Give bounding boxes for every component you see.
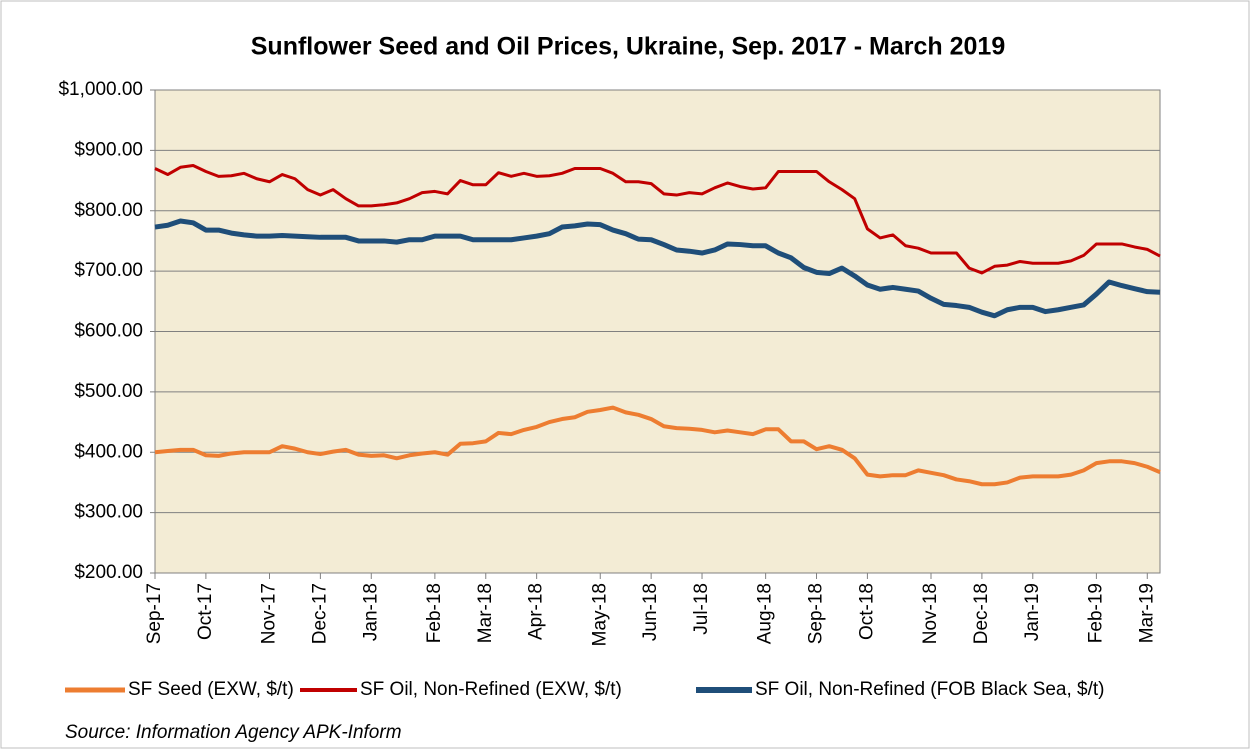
y-tick-label: $500.00 (74, 381, 143, 402)
x-tick-label: Apr-18 (526, 583, 547, 640)
series-line (154, 405, 1161, 487)
source-note: Source: Information Agency APK-Inform (65, 722, 402, 743)
y-tick-label: $1,000.00 (58, 79, 143, 100)
x-tick-label: Aug-18 (755, 583, 776, 644)
x-tick-label: Nov-17 (259, 583, 280, 644)
x-tick-label: Feb-18 (424, 583, 445, 643)
y-tick-label: $200.00 (74, 562, 143, 583)
y-tick-label: $800.00 (74, 200, 143, 221)
x-tick-label: Dec-18 (971, 583, 992, 644)
y-tick-label: $400.00 (74, 441, 143, 462)
y-tick-label: $700.00 (74, 260, 143, 281)
x-tick-label: Oct-17 (195, 583, 216, 640)
legend-label: SF Oil, Non-Refined (FOB Black Sea, $/t) (755, 679, 1105, 700)
x-tick-label: Jan-19 (1022, 583, 1043, 641)
series-line (154, 218, 1161, 319)
y-tick-label: $300.00 (74, 502, 143, 523)
y-tick-label: $900.00 (74, 139, 143, 160)
legend-label: SF Seed (EXW, $/t) (128, 679, 294, 700)
x-tick-label: Sep-18 (806, 583, 827, 644)
x-tick-label: Nov-18 (920, 583, 941, 644)
x-tick-label: Dec-17 (309, 583, 330, 644)
series-line (154, 163, 1161, 275)
x-tick-label: Mar-18 (475, 583, 496, 643)
x-tick-label: Mar-19 (1136, 583, 1157, 643)
x-tick-label: Oct-18 (856, 583, 877, 640)
y-tick-label: $600.00 (74, 321, 143, 342)
x-tick-label: Jul-18 (691, 583, 712, 635)
x-tick-label: Feb-19 (1085, 583, 1106, 643)
chart-title: Sunflower Seed and Oil Prices, Ukraine, … (251, 33, 1005, 61)
x-tick-label: Jan-18 (360, 583, 381, 641)
x-tick-label: Jun-18 (640, 583, 661, 641)
x-tick-label: May-18 (589, 583, 610, 646)
x-tick-label: Sep-17 (144, 583, 165, 644)
legend-label: SF Oil, Non-Refined (EXW, $/t) (360, 679, 622, 700)
